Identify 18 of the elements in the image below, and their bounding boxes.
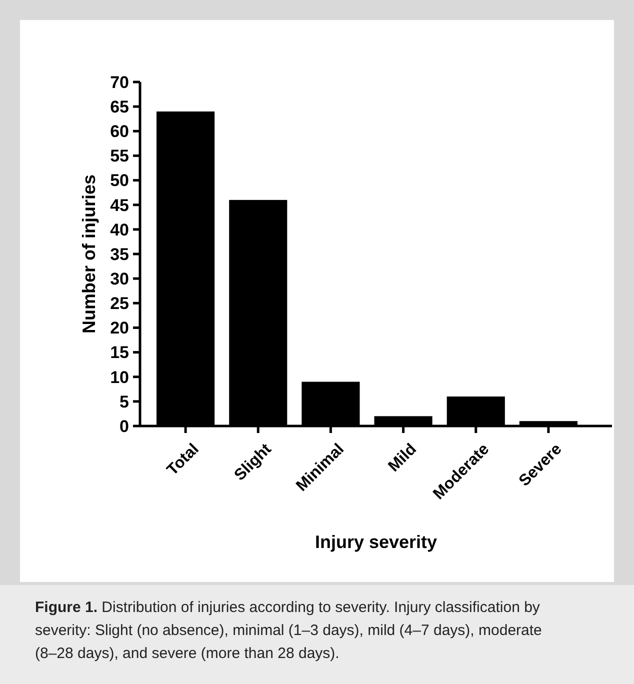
caption: Figure 1. Distribution of injuries according to severity. Injury classification by severity: Slight (no absence), minimal (1–3 days), mild (4–7 days), moderate (8–28 days), and severe (more than 28 days).: [35, 599, 542, 662]
y-tick-label: 70: [110, 72, 129, 92]
y-tick-label: 25: [110, 294, 129, 314]
y-tick-label: 15: [110, 343, 129, 362]
y-tick-label: 5: [120, 392, 129, 412]
y-tick-label: 50: [110, 171, 129, 190]
y-tick-label: 45: [110, 196, 129, 215]
y-tick-label: 30: [110, 270, 129, 289]
y-tick-label: 10: [110, 368, 129, 387]
y-tick-label: 20: [110, 318, 129, 338]
x-axis-title: Injury severity: [314, 532, 438, 552]
y-tick-label: 55: [110, 146, 129, 166]
y-tick-label: 0: [120, 416, 129, 436]
y-axis-title: Number of injuries: [79, 174, 99, 334]
y-tick-label: 40: [110, 220, 129, 240]
y-tick-label: 60: [110, 122, 129, 142]
y-tick-label: 35: [110, 244, 129, 264]
y-tick-label: 65: [110, 98, 129, 117]
